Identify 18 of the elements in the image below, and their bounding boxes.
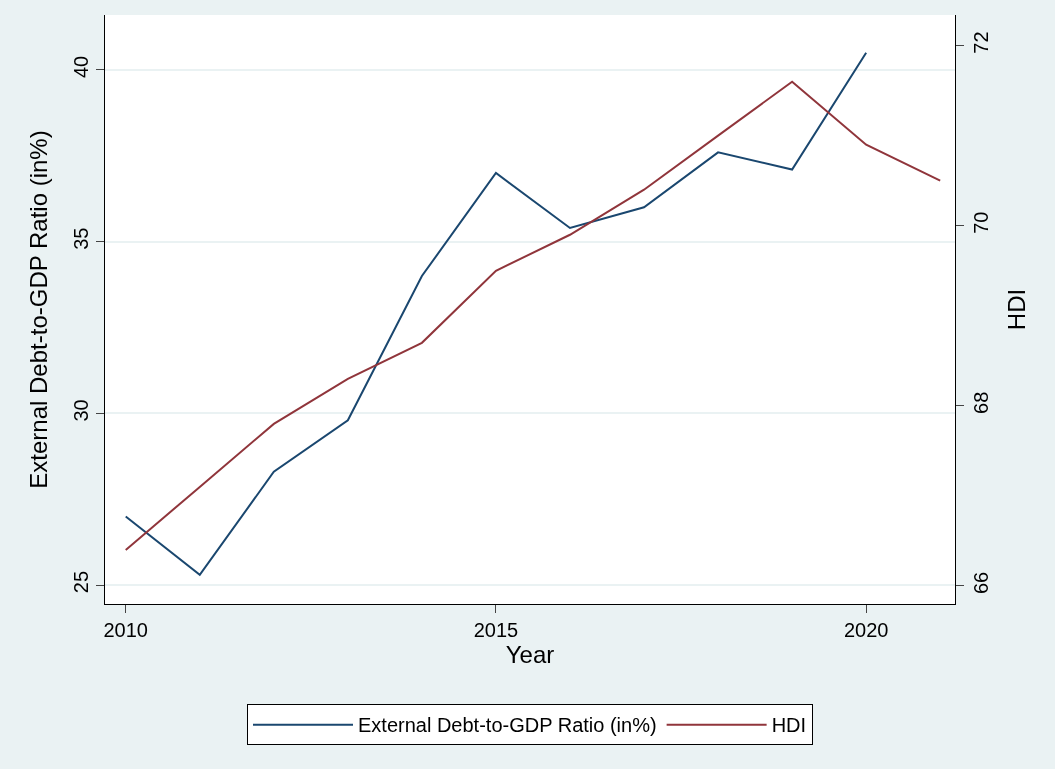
x-axis-title: Year	[505, 641, 555, 668]
y2-axis-title: HDI	[1003, 288, 1030, 331]
y-axis-title: External Debt-to-GDP Ratio (in%)	[25, 130, 52, 489]
line-series	[124, 80, 942, 551]
y2-tick-label: 72	[970, 31, 992, 54]
y2-tick-label: 66	[970, 571, 992, 595]
y2-tick-label: 70	[970, 211, 992, 234]
y-tick-label: 35	[70, 227, 92, 250]
legend-label: External Debt-to-GDP Ratio (in%)	[358, 714, 657, 737]
line-series	[124, 51, 868, 576]
y-tick-label: 25	[70, 570, 92, 594]
y-tick-label: 40	[70, 55, 92, 79]
x-tick-label: 2015	[473, 619, 519, 641]
legend-label: HDI	[771, 714, 807, 737]
y-tick-label: 30	[70, 399, 92, 422]
x-tick-label: 2010	[103, 619, 148, 641]
x-tick-label: 2020	[843, 619, 889, 641]
y2-tick-label: 68	[970, 391, 992, 414]
